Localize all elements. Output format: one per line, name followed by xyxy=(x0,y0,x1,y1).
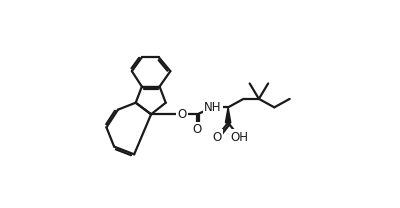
Text: O: O xyxy=(177,108,186,121)
Text: O: O xyxy=(212,131,221,144)
Polygon shape xyxy=(226,107,231,123)
Text: H: H xyxy=(207,102,215,112)
Text: O: O xyxy=(193,123,202,136)
Text: OH: OH xyxy=(231,131,249,144)
Text: H: H xyxy=(208,102,217,112)
Text: NH: NH xyxy=(204,101,222,114)
